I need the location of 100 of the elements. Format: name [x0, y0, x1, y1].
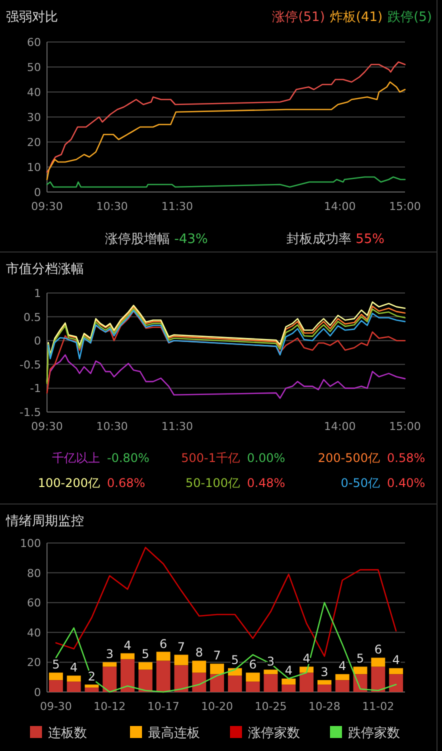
- bar: [192, 672, 206, 692]
- bar: [120, 659, 135, 692]
- bar: [246, 672, 260, 682]
- y-tick-label: 0: [34, 186, 41, 199]
- legend-label: 最高连板: [148, 725, 200, 741]
- y-tick-label: 60: [27, 596, 41, 610]
- x-tick-label: 14:00: [324, 200, 356, 213]
- text: 跌停(5): [388, 10, 432, 25]
- bar: [66, 676, 81, 682]
- bar: [389, 674, 404, 692]
- x-tick-label: 15:00: [389, 200, 421, 213]
- y-tick-label: 20: [27, 136, 41, 149]
- text: 0.68%: [107, 476, 146, 490]
- y-tick-label: 0.5: [24, 310, 41, 324]
- line-series: [46, 61, 406, 173]
- bar: [353, 666, 368, 674]
- bar: [264, 674, 278, 692]
- y-tick-label: 60: [27, 36, 41, 49]
- bar: [335, 680, 350, 692]
- bar: [48, 672, 63, 680]
- y-tick-label: -1.5: [20, 406, 41, 419]
- bar: [102, 666, 117, 692]
- data-label: 7: [213, 648, 221, 663]
- text: 0.40%: [387, 476, 426, 490]
- bar: [335, 674, 350, 680]
- x-tick-label: 10-20: [201, 700, 234, 713]
- bar: [246, 682, 260, 692]
- x-tick-label: 10-12: [94, 700, 126, 713]
- bar: [138, 670, 152, 692]
- legend-label: 涨停家数: [248, 725, 300, 741]
- data-label: 6: [160, 636, 168, 651]
- data-label: 5: [52, 658, 60, 672]
- bar: [138, 662, 152, 670]
- x-tick-label: 09-30: [40, 700, 72, 713]
- legend-label: 跌停家数: [348, 725, 400, 741]
- bar: [84, 688, 99, 692]
- data-label: 4: [124, 638, 132, 652]
- text: 炸板(41): [330, 10, 383, 25]
- y-tick-label: 0: [34, 334, 41, 348]
- text: 50-100亿: [185, 476, 240, 490]
- text: 200-500亿: [318, 451, 380, 465]
- bar: [48, 680, 63, 692]
- data-label: 5: [231, 653, 239, 668]
- x-tick-label: 10-25: [254, 700, 287, 713]
- x-tick-label: 10:30: [96, 200, 128, 213]
- line-series: [46, 176, 406, 188]
- data-label: 3: [320, 665, 328, 680]
- bar: [300, 672, 314, 692]
- text: 0-50亿: [340, 476, 380, 490]
- y-tick-label: 80: [27, 566, 41, 580]
- x-tick-label: 11:30: [161, 420, 194, 433]
- data-label: 4: [302, 652, 310, 666]
- bar: [228, 676, 242, 692]
- line-series: [48, 354, 406, 399]
- data-label: 7: [177, 640, 186, 654]
- y-tick-label: 40: [27, 626, 41, 640]
- x-tick-label: 14:00: [324, 420, 356, 433]
- y-tick-label: 100: [20, 537, 41, 550]
- bar: [317, 680, 332, 685]
- text: 500-1千亿: [181, 451, 240, 465]
- text: 0.48%: [247, 476, 286, 490]
- bar: [371, 658, 386, 667]
- chart-title: 强弱对比: [6, 10, 58, 25]
- data-label: 5: [142, 647, 150, 662]
- data-label: 6: [249, 658, 257, 672]
- bar: [317, 684, 332, 692]
- bar: [210, 674, 224, 692]
- text: 100-200亿: [38, 476, 100, 490]
- data-label: 6: [374, 642, 382, 657]
- bar: [102, 662, 117, 667]
- x-tick-label: 11:30: [161, 200, 194, 213]
- text: 千亿以上: [52, 451, 100, 465]
- bar: [282, 678, 296, 685]
- bar: [120, 653, 135, 660]
- text: 0.00%: [247, 451, 286, 465]
- data-label: 4: [284, 664, 292, 678]
- text: 封板成功率 55%: [286, 231, 385, 247]
- chart-title: 情绪周期监控: [5, 514, 84, 529]
- x-tick-label: 11-02: [362, 700, 394, 713]
- y-tick-label: -1: [30, 382, 41, 396]
- bar: [282, 684, 296, 692]
- x-tick-label: 09:30: [31, 420, 63, 433]
- legend-label: 连板数: [48, 726, 87, 741]
- y-tick-label: 20: [27, 656, 41, 670]
- bar: [371, 666, 386, 692]
- bar: [66, 682, 81, 692]
- data-label: 3: [106, 647, 114, 662]
- x-tick-label: 10-17: [147, 700, 180, 713]
- bar: [84, 684, 99, 688]
- x-tick-label: 09:30: [31, 200, 63, 213]
- bar: [174, 654, 188, 666]
- x-tick-label: 15:00: [389, 420, 421, 433]
- y-tick-label: 50: [27, 61, 41, 74]
- y-tick-label: 0: [34, 686, 41, 699]
- bar: [389, 668, 404, 674]
- bar: [174, 665, 188, 692]
- y-tick-label: 1: [34, 287, 41, 300]
- x-tick-label: 10:30: [96, 420, 128, 433]
- data-label: 4: [338, 659, 346, 674]
- bar: [156, 660, 170, 692]
